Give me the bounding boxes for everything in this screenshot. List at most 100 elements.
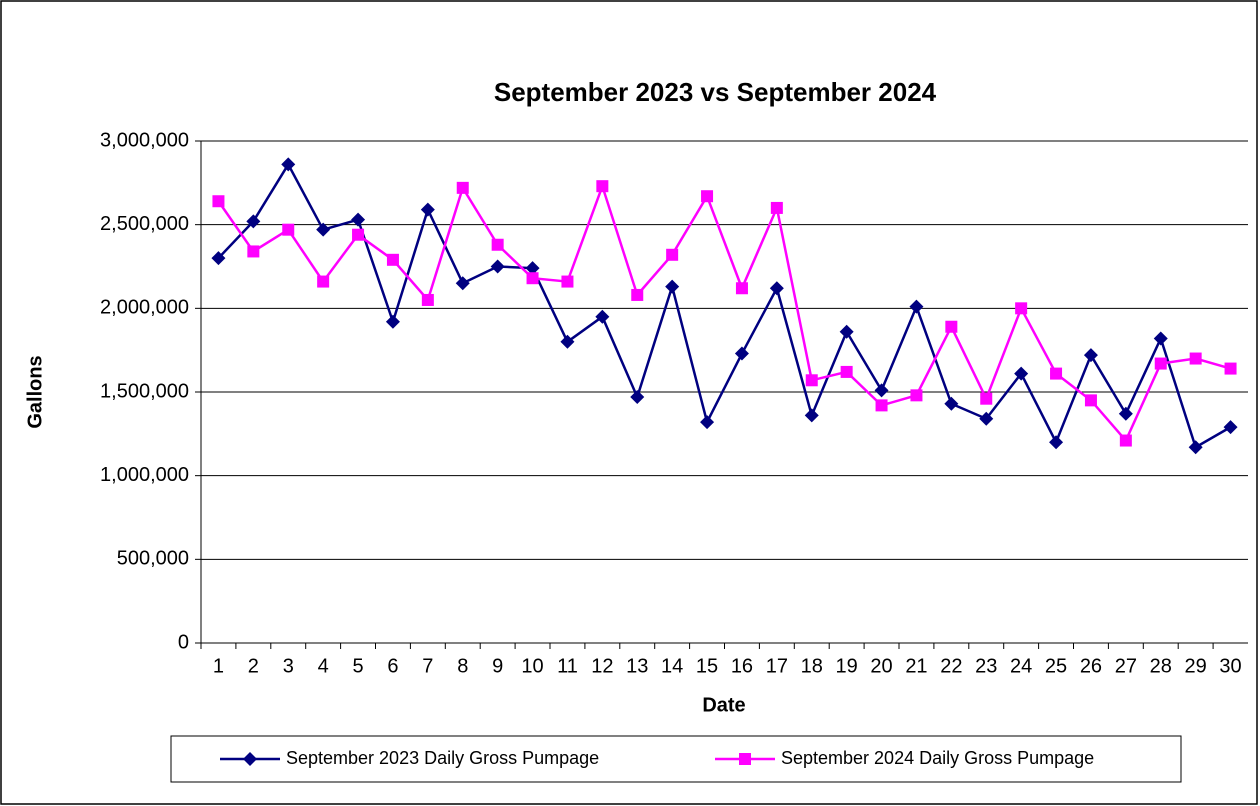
- point: [839, 324, 854, 339]
- point: [211, 251, 226, 266]
- x-tick-label: 19: [836, 655, 858, 677]
- point: [1154, 357, 1167, 370]
- point: [282, 223, 295, 236]
- x-tick-label: 30: [1219, 655, 1241, 677]
- point: [420, 202, 435, 217]
- x-tick-label: 7: [422, 655, 433, 677]
- point: [1083, 348, 1098, 363]
- point: [980, 392, 993, 405]
- x-tick-label: 26: [1080, 655, 1102, 677]
- point: [595, 309, 610, 324]
- point: [874, 383, 889, 398]
- point: [1050, 367, 1063, 380]
- point: [910, 389, 923, 402]
- point: [630, 390, 645, 405]
- x-tick-label: 15: [696, 655, 718, 677]
- point: [281, 157, 296, 172]
- x-tick-label: 10: [521, 655, 543, 677]
- point: [1224, 362, 1237, 375]
- point: [734, 346, 749, 361]
- series-line: [217, 161, 1232, 450]
- point: [1119, 434, 1132, 447]
- y-tick-label: 3,000,000: [100, 129, 189, 151]
- point: [491, 238, 504, 251]
- y-tick-label: 1,500,000: [100, 380, 189, 402]
- point: [979, 411, 994, 426]
- x-tick-label: 16: [731, 655, 753, 677]
- x-tick-label: 14: [661, 655, 683, 677]
- point: [317, 275, 330, 288]
- x-tick-label: 5: [352, 655, 363, 677]
- point: [560, 334, 575, 349]
- x-tick-label: 23: [975, 655, 997, 677]
- point: [804, 408, 819, 423]
- point: [1118, 406, 1133, 421]
- x-axis-label: Date: [702, 694, 745, 716]
- point: [421, 293, 434, 306]
- point: [665, 279, 680, 294]
- y-tick-label: 2,000,000: [100, 297, 189, 319]
- point: [666, 248, 679, 261]
- point: [769, 281, 784, 296]
- point: [944, 396, 959, 411]
- point: [385, 314, 400, 329]
- point: [840, 365, 853, 378]
- point: [246, 214, 261, 229]
- point: [526, 272, 539, 285]
- point: [1014, 366, 1029, 381]
- point: [735, 282, 748, 295]
- x-tick-label: 2: [248, 655, 259, 677]
- point: [212, 195, 225, 208]
- x-tick-label: 4: [318, 655, 329, 677]
- x-tick-label: 3: [283, 655, 294, 677]
- point: [455, 276, 470, 291]
- point: [352, 228, 365, 241]
- chart-title: September 2023 vs September 2024: [494, 77, 937, 107]
- point: [1189, 352, 1202, 365]
- point: [1084, 394, 1097, 407]
- point: [1049, 435, 1064, 450]
- x-tick-label: 29: [1185, 655, 1207, 677]
- x-tick-label: 27: [1115, 655, 1137, 677]
- point: [700, 415, 715, 430]
- x-tick-label: 22: [940, 655, 962, 677]
- point: [1015, 302, 1028, 315]
- x-tick-label: 1: [213, 655, 224, 677]
- x-tick-label: 13: [626, 655, 648, 677]
- point: [596, 180, 609, 193]
- point: [316, 222, 331, 237]
- point: [456, 181, 469, 194]
- x-tick-label: 17: [766, 655, 788, 677]
- x-tick-label: 8: [457, 655, 468, 677]
- x-tick-label: 24: [1010, 655, 1032, 677]
- legend-marker: [243, 752, 257, 766]
- x-tick-label: 18: [801, 655, 823, 677]
- point: [909, 299, 924, 314]
- x-tick-label: 21: [905, 655, 927, 677]
- point: [945, 320, 958, 333]
- point: [1223, 420, 1238, 435]
- legend-label: September 2023 Daily Gross Pumpage: [286, 748, 599, 768]
- legend-label: September 2024 Daily Gross Pumpage: [781, 748, 1094, 768]
- x-tick-label: 20: [870, 655, 892, 677]
- point: [805, 374, 818, 387]
- point: [1153, 331, 1168, 346]
- legend-box: [170, 735, 1182, 783]
- x-tick-label: 28: [1150, 655, 1172, 677]
- point: [561, 275, 574, 288]
- point: [247, 245, 260, 258]
- x-tick-label: 12: [591, 655, 613, 677]
- y-tick-label: 1,000,000: [100, 464, 189, 486]
- point: [490, 259, 505, 274]
- legend-marker: [739, 753, 751, 765]
- point: [770, 201, 783, 214]
- y-tick-label: 2,500,000: [100, 213, 189, 235]
- y-tick-label: 0: [178, 631, 189, 653]
- point: [525, 261, 540, 276]
- point: [386, 253, 399, 266]
- point: [701, 190, 714, 203]
- point: [631, 288, 644, 301]
- x-tick-label: 9: [492, 655, 503, 677]
- point: [1188, 440, 1203, 455]
